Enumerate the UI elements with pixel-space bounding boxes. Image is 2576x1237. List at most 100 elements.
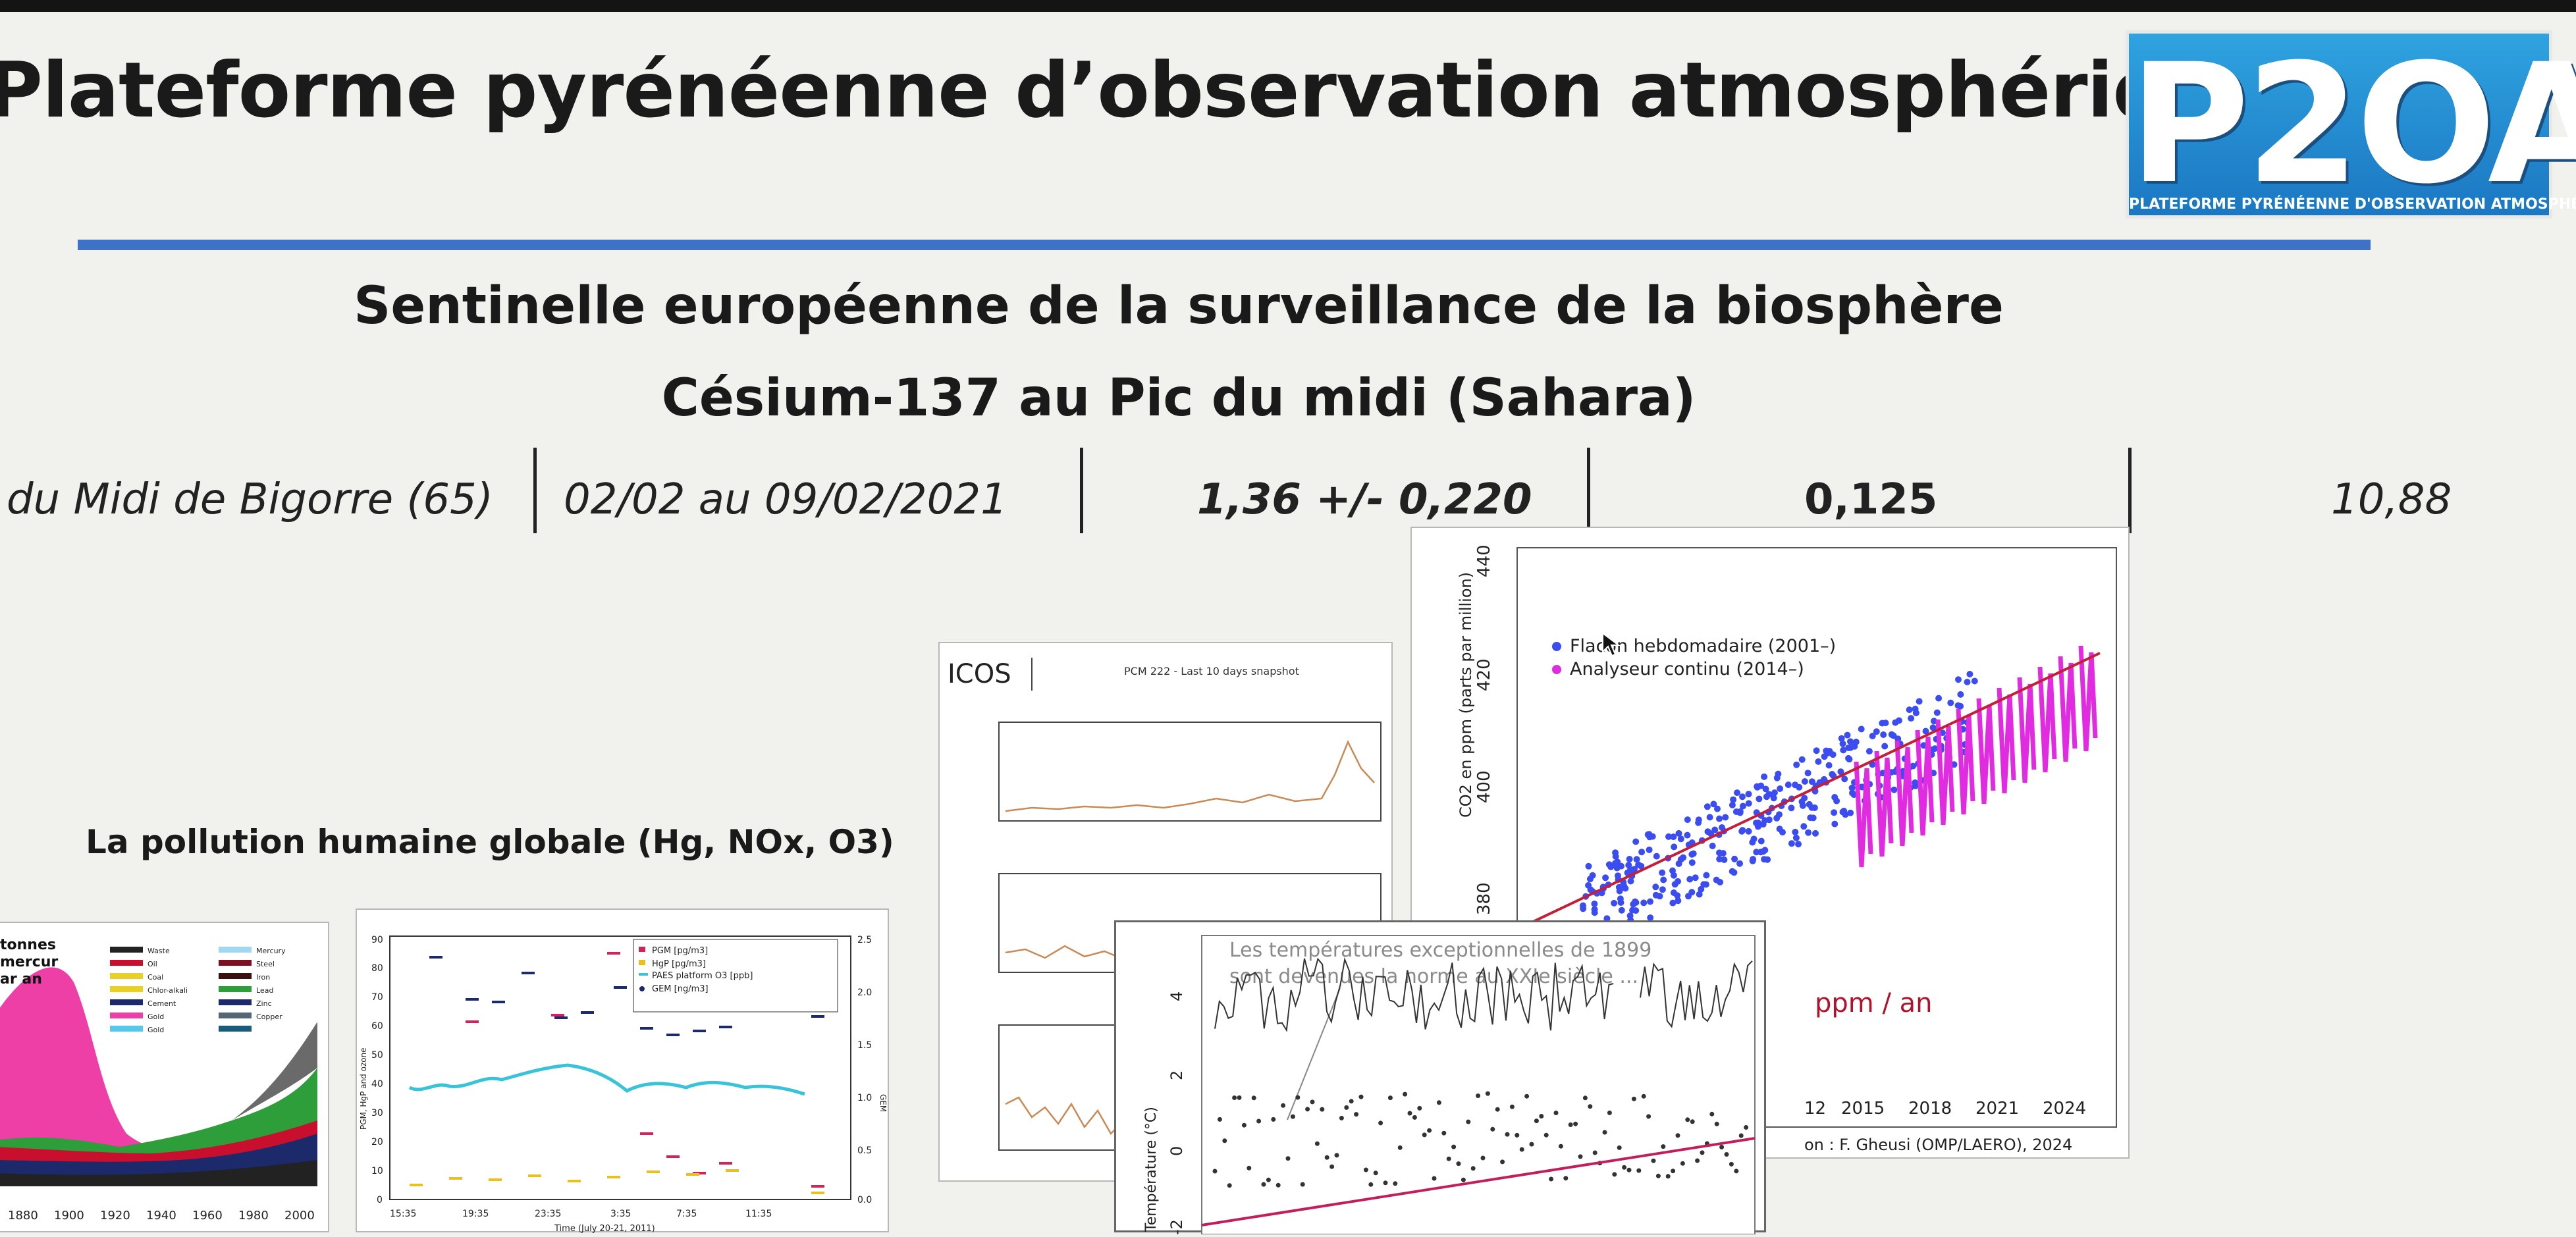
temp-min-dot [1738, 1133, 1744, 1138]
hg-legend-swatch [219, 999, 252, 1005]
temp-annotation-1: Les températures exceptionnelles de 1899 [1229, 939, 1651, 962]
co2-x-tick: 2015 [1841, 1099, 1885, 1119]
co2-flask-point [1754, 823, 1761, 830]
temp-min-dot [1675, 1133, 1680, 1138]
co2-flask-point [1647, 898, 1653, 905]
temp-min-dot [1480, 1155, 1486, 1161]
pdm-legend: PGM [pg/m3] HgP [pg/m3] PAES platform O3… [633, 939, 838, 1013]
co2-flask-point [1971, 677, 1978, 685]
co2-x-tick: 2021 [1975, 1099, 2019, 1119]
temp-min-dot [1451, 1144, 1457, 1149]
co2-flask-point [1605, 861, 1613, 868]
co2-flask-point [1808, 804, 1815, 811]
co2-flask-point [1801, 778, 1808, 785]
hg-x-tick: 1960 [192, 1209, 223, 1223]
co2-flask-point [1847, 738, 1854, 745]
temp-min-dot [1290, 1114, 1295, 1119]
slide-title: Plateforme pyrénéenne d’observation atmo… [0, 46, 2272, 135]
temp-min-dot [1490, 1126, 1495, 1132]
co2-trend-line [1530, 652, 2101, 924]
pdm-y-right-tick: 0.5 [857, 1145, 872, 1156]
co2-flask-point [1798, 798, 1806, 805]
temp-min-dot [1271, 1117, 1276, 1122]
co2-flask-point [1734, 789, 1740, 797]
co2-flask-point [1677, 835, 1684, 843]
co2-flask-point [1882, 720, 1889, 727]
temp-min-dot [1690, 1119, 1695, 1124]
temp-min-dot [1622, 1165, 1627, 1170]
co2-flask-point [1684, 831, 1691, 839]
co2-flask-point [1585, 882, 1592, 889]
co2-flask-point [1646, 831, 1653, 838]
temp-min-dot [1505, 1132, 1510, 1137]
temp-min-dot [1232, 1095, 1237, 1100]
pdm-x-tick: 3:35 [610, 1209, 631, 1219]
hg-ylabel-3: ar an [0, 971, 42, 987]
hg-legend-swatch [219, 960, 252, 966]
row-measure: 1,36 +/- 0,220 [1197, 475, 1532, 524]
hg-legend-swatch [110, 986, 143, 992]
co2-flask-point [1765, 816, 1773, 824]
temp-min-dot [1466, 1119, 1471, 1124]
co2-flask-point [1805, 829, 1812, 836]
temp-min-dot [1612, 1172, 1617, 1177]
temp-y-tick: 4 [1167, 991, 1186, 1001]
hg-legend-swatch [219, 1026, 252, 1032]
temp-min-dot [1582, 1095, 1588, 1101]
co2-flask-point [1910, 762, 1917, 770]
co2-flask-point [1714, 805, 1721, 812]
temp-min-dot [1524, 1093, 1530, 1099]
hg-x-tick: 1880 [8, 1209, 38, 1223]
temp-min-dot [1222, 1138, 1227, 1144]
co2-flask-point [1659, 886, 1666, 893]
hg-legend-swatch [110, 1013, 143, 1018]
co2-flask-point [1603, 915, 1611, 922]
co2-flask-point [1611, 899, 1618, 907]
co2-flask-point [1591, 906, 1598, 913]
co2-y-label: CO2 en ppm (parts par million) [1457, 572, 1475, 818]
pdm-y-right-tick: 1.0 [857, 1093, 872, 1103]
co2-flask-point [1710, 801, 1717, 808]
temp-min-dot [1651, 1158, 1656, 1163]
temp-min-dot [1626, 1167, 1632, 1172]
temp-min-dot [1432, 1176, 1437, 1181]
temp-min-dot [1568, 1122, 1573, 1127]
co2-flask-point [1788, 804, 1795, 812]
co2-flask-point [1745, 791, 1752, 798]
hg-legend-label: Mercury [256, 947, 286, 955]
temp-min-dot [1251, 1095, 1256, 1101]
co2-flask-point [1763, 793, 1770, 801]
pdm-y-tick: 50 [371, 1050, 383, 1061]
co2-flask-point [1739, 827, 1746, 834]
temp-min-dot [1256, 1119, 1262, 1124]
co2-flask-point [1865, 748, 1873, 755]
co2-flask-point [1844, 731, 1851, 739]
pdm-y-right-tick: 2.5 [857, 935, 872, 945]
pdm-y-tick: 70 [371, 992, 383, 1003]
temp-min-dot [1436, 1100, 1441, 1105]
temp-min-dot [1631, 1096, 1636, 1101]
co2-flask-point [1695, 819, 1702, 826]
pdm-y-right-tick: 2.0 [857, 987, 872, 998]
hg-legend-label: Gold [148, 1026, 164, 1034]
hg-x-ticks: 1880 1900 1920 1940 1960 1980 2000 [8, 1209, 315, 1223]
co2-flask-point [1771, 789, 1778, 797]
temp-min-dot [1334, 1153, 1339, 1158]
pdm-y-right-ticks: 2.5 2.0 1.5 1.0 0.5 0.0 [857, 935, 872, 1205]
temp-min-dot [1578, 1154, 1583, 1159]
pollution-label: La pollution humaine globale (Hg, NOx, O… [86, 823, 894, 861]
co2-flask-point [1626, 866, 1634, 874]
pdm-y-right-label: GEM [878, 1094, 888, 1112]
temp-min-dot [1261, 1182, 1266, 1187]
temp-trend-line [1201, 1137, 1756, 1226]
temp-min-dot [1300, 1182, 1305, 1187]
co2-flask-point [1688, 859, 1696, 866]
hg-legend-label: Zinc [256, 999, 272, 1008]
co2-flask-point [1670, 889, 1677, 896]
co2-flask-point [1612, 860, 1619, 867]
co2-flask-point [1640, 899, 1648, 907]
temp-min-dot [1470, 1166, 1476, 1171]
pdm-y-left-label: PGM, HgP and ozone [359, 1047, 368, 1130]
temp-min-dot [1558, 1144, 1563, 1149]
co2-flask-point [1777, 785, 1784, 792]
